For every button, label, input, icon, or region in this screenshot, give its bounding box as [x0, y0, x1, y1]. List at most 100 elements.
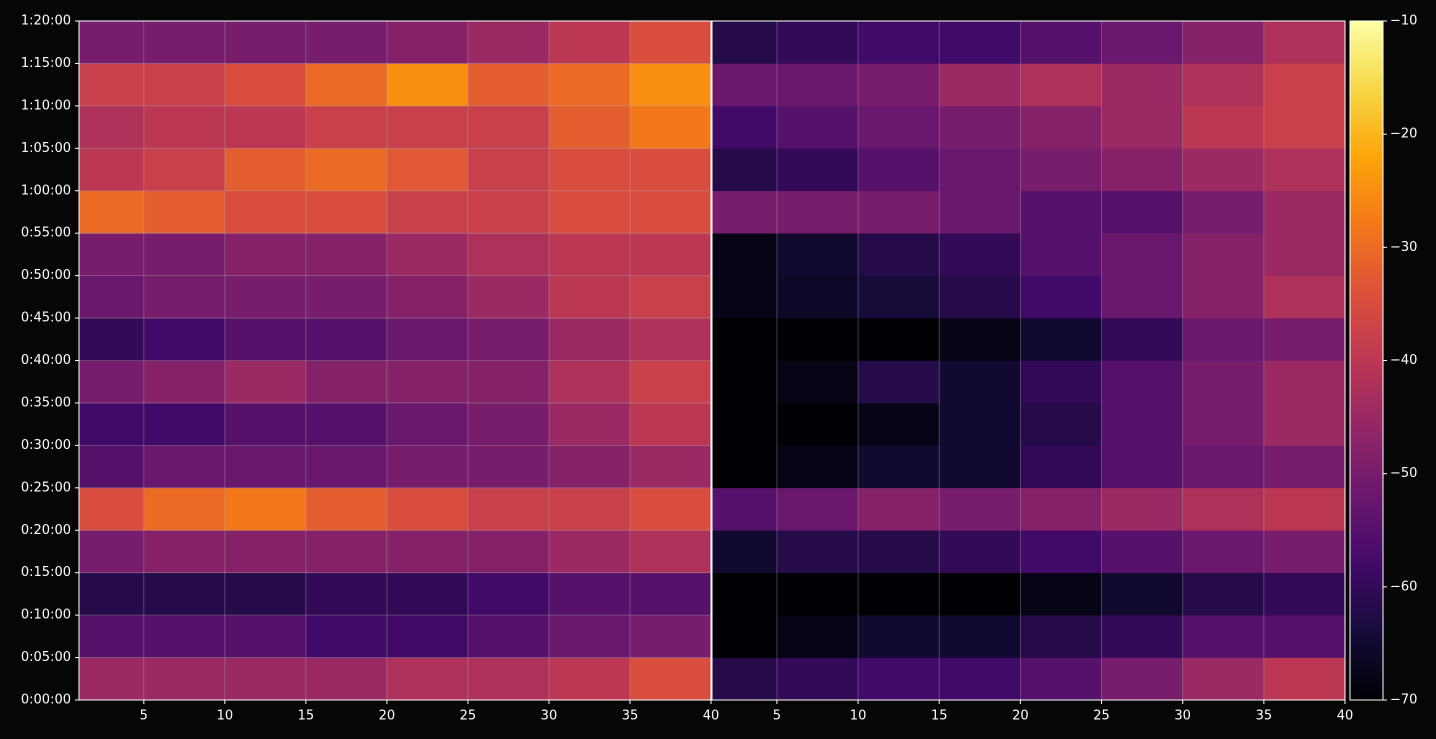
heatmap-cell: [467, 63, 550, 107]
heatmap-cell: [712, 190, 778, 234]
heatmap-cell: [224, 445, 307, 489]
heatmap-cell: [712, 572, 778, 616]
heatmap-cell: [1182, 21, 1265, 64]
heatmap-cell: [305, 105, 388, 149]
heatmap-cell: [305, 233, 388, 276]
heatmap-cell: [858, 530, 940, 573]
colorbar-tick-label: −10: [1390, 14, 1417, 29]
heatmap-cell: [143, 572, 226, 616]
heatmap-cell: [548, 21, 631, 64]
heatmap-cell: [386, 63, 469, 107]
heatmap-cell: [1182, 402, 1265, 446]
heatmap-cell: [712, 487, 778, 531]
x-tick-label: 30: [541, 709, 558, 724]
heatmap-cell: [79, 275, 145, 319]
heatmap-cell: [1263, 148, 1346, 192]
heatmap-cell: [548, 615, 631, 658]
heatmap-cell: [1263, 445, 1346, 489]
heatmap-cell: [1101, 402, 1183, 446]
heatmap-cell: [305, 402, 388, 446]
heatmap-cell: [386, 487, 469, 531]
heatmap-cell: [776, 572, 859, 616]
heatmap-cell: [712, 63, 778, 107]
heatmap-cell: [305, 445, 388, 489]
heatmap-cell: [305, 360, 388, 404]
heatmap-cell: [939, 63, 1021, 107]
y-tick-label: 1:10:00: [21, 98, 71, 113]
colorbar-tick-label: −30: [1390, 240, 1417, 255]
heatmap-cell: [1182, 275, 1265, 319]
y-tick-label: 0:35:00: [21, 395, 71, 410]
heatmap-cell: [1020, 530, 1102, 573]
y-tick-label: 0:20:00: [21, 523, 71, 538]
heatmap-cell: [143, 657, 226, 701]
heatmap-cell: [1101, 530, 1183, 573]
heatmap-cell: [712, 105, 778, 149]
heatmap-cell: [79, 615, 145, 658]
heatmap-cell: [224, 233, 307, 276]
x-tick-label: 35: [622, 709, 639, 724]
heatmap-cell: [712, 275, 778, 319]
x-tick-label: 40: [1337, 709, 1354, 724]
heatmap-cell: [776, 275, 859, 319]
heatmap-cell: [143, 445, 226, 489]
heatmap-cell: [1020, 572, 1102, 616]
y-tick-label: 0:05:00: [21, 650, 71, 665]
heatmap-cell: [79, 572, 145, 616]
axes-frame: [711, 20, 1346, 701]
heatmap-cell: [1263, 233, 1346, 276]
heatmap-cell: [224, 487, 307, 531]
y-tick-label: 0:30:00: [21, 438, 71, 453]
heatmap-cell: [629, 402, 712, 446]
x-tick-label: 5: [773, 709, 781, 724]
heatmap-cell: [79, 360, 145, 404]
heatmap-cell: [1263, 318, 1346, 361]
heatmap-cell: [858, 318, 940, 361]
heatmap-cell: [776, 402, 859, 446]
heatmap-cell: [776, 318, 859, 361]
colorbar-tick-label: −40: [1390, 353, 1417, 368]
heatmap-cell: [548, 360, 631, 404]
heatmap-cell: [1101, 148, 1183, 192]
heatmap-cell: [939, 233, 1021, 276]
heatmap-cell: [629, 572, 712, 616]
heatmap-cell: [548, 572, 631, 616]
heatmap-cell: [776, 487, 859, 531]
heatmap-cell: [1182, 487, 1265, 531]
heatmap-cell: [467, 190, 550, 234]
heatmap-cell: [386, 445, 469, 489]
heatmap-cell: [224, 190, 307, 234]
heatmap-cell: [305, 21, 388, 64]
x-tick-label: 5: [140, 709, 148, 724]
heatmap-cell: [386, 530, 469, 573]
heatmap-cell: [305, 63, 388, 107]
heatmap-cell: [467, 572, 550, 616]
heatmap-cell: [1263, 21, 1346, 64]
heatmap-cell: [224, 615, 307, 658]
heatmap-cell: [224, 572, 307, 616]
heatmap-cell: [939, 105, 1021, 149]
heatmap-cell: [467, 360, 550, 404]
heatmap-cell: [386, 233, 469, 276]
colorbar: [1349, 20, 1384, 701]
heatmap-cell: [548, 63, 631, 107]
heatmap-cell: [386, 318, 469, 361]
heatmap-cell: [939, 360, 1021, 404]
heatmap-cell: [629, 615, 712, 658]
heatmap-cell: [939, 148, 1021, 192]
heatmap-cell: [776, 615, 859, 658]
heatmap-cell: [143, 360, 226, 404]
heatmap-cell: [305, 657, 388, 701]
heatmap-cell: [79, 402, 145, 446]
heatmap-cell: [712, 657, 778, 701]
heatmap-cell: [467, 445, 550, 489]
colorbar-tick-label: −20: [1390, 127, 1417, 142]
heatmap-cell: [1263, 657, 1346, 701]
heatmap-cell: [1101, 360, 1183, 404]
heatmap-cell: [1101, 615, 1183, 658]
heatmap-cell: [1182, 148, 1265, 192]
heatmap-cell: [939, 572, 1021, 616]
heatmap-cell: [386, 360, 469, 404]
heatmap-cell: [467, 657, 550, 701]
heatmap-cell: [1263, 615, 1346, 658]
